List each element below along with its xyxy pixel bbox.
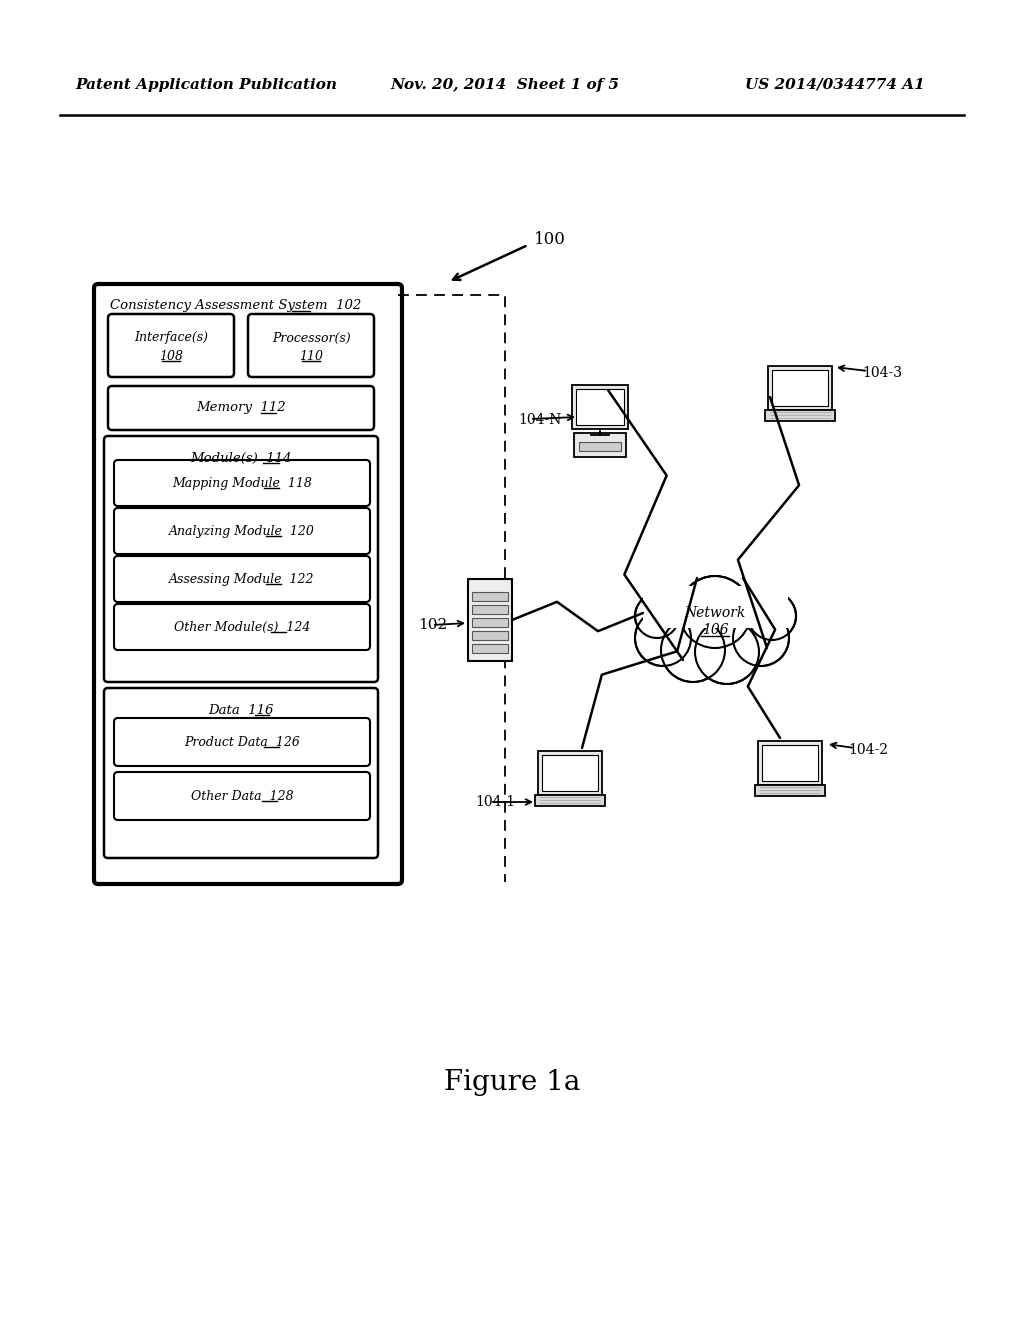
Text: 106: 106 (701, 623, 728, 638)
FancyBboxPatch shape (542, 755, 598, 791)
FancyBboxPatch shape (472, 631, 508, 640)
Text: 104-1: 104-1 (475, 795, 515, 809)
Circle shape (663, 619, 724, 681)
FancyBboxPatch shape (572, 385, 628, 429)
Text: Network: Network (684, 606, 745, 620)
Text: 104-2: 104-2 (848, 743, 888, 756)
FancyBboxPatch shape (108, 385, 374, 430)
FancyBboxPatch shape (248, 314, 374, 378)
FancyBboxPatch shape (94, 284, 402, 884)
Text: 100: 100 (534, 231, 566, 248)
FancyBboxPatch shape (535, 795, 605, 807)
FancyBboxPatch shape (114, 459, 370, 506)
FancyBboxPatch shape (114, 718, 370, 766)
FancyBboxPatch shape (538, 751, 602, 795)
Text: US 2014/0344774 A1: US 2014/0344774 A1 (745, 78, 925, 92)
Circle shape (695, 620, 759, 684)
Text: Product Data  126: Product Data 126 (184, 735, 300, 748)
FancyBboxPatch shape (114, 508, 370, 554)
Circle shape (662, 618, 725, 682)
FancyBboxPatch shape (114, 556, 370, 602)
FancyBboxPatch shape (472, 618, 508, 627)
Circle shape (733, 610, 790, 667)
Circle shape (696, 622, 758, 682)
Text: 104-3: 104-3 (862, 366, 902, 380)
Text: Nov. 20, 2014  Sheet 1 of 5: Nov. 20, 2014 Sheet 1 of 5 (390, 78, 618, 92)
FancyBboxPatch shape (472, 644, 508, 653)
Circle shape (750, 594, 795, 639)
Circle shape (679, 576, 751, 648)
Text: Other Module(s)  124: Other Module(s) 124 (174, 620, 310, 634)
FancyBboxPatch shape (472, 591, 508, 601)
Text: 102: 102 (418, 618, 447, 632)
Circle shape (635, 610, 691, 667)
FancyBboxPatch shape (772, 370, 828, 407)
FancyBboxPatch shape (758, 741, 822, 785)
FancyBboxPatch shape (755, 785, 825, 796)
Circle shape (637, 611, 689, 664)
Text: Module(s)  114: Module(s) 114 (190, 451, 292, 465)
Text: 108: 108 (159, 350, 183, 363)
FancyBboxPatch shape (104, 688, 378, 858)
FancyBboxPatch shape (643, 586, 788, 628)
FancyBboxPatch shape (108, 314, 234, 378)
Text: 110: 110 (299, 350, 323, 363)
Text: Data  116: Data 116 (208, 704, 273, 717)
Text: Consistency Assessment System  102: Consistency Assessment System 102 (111, 300, 361, 313)
Text: 104-N: 104-N (518, 413, 561, 426)
FancyBboxPatch shape (114, 605, 370, 649)
Text: Figure 1a: Figure 1a (443, 1068, 581, 1096)
FancyBboxPatch shape (574, 433, 626, 457)
Text: Other Data  128: Other Data 128 (190, 789, 293, 803)
FancyBboxPatch shape (104, 436, 378, 682)
Text: Analyzing Module  120: Analyzing Module 120 (169, 524, 315, 537)
Circle shape (681, 578, 750, 647)
Circle shape (635, 594, 679, 638)
FancyBboxPatch shape (765, 411, 835, 421)
Text: Interface(s): Interface(s) (134, 331, 208, 345)
FancyBboxPatch shape (468, 579, 512, 661)
FancyBboxPatch shape (472, 605, 508, 614)
Text: Mapping Module  118: Mapping Module 118 (172, 477, 312, 490)
FancyBboxPatch shape (643, 593, 788, 668)
Text: Processor(s): Processor(s) (271, 331, 350, 345)
Text: Memory  112: Memory 112 (197, 401, 286, 414)
FancyBboxPatch shape (768, 366, 831, 411)
FancyBboxPatch shape (575, 389, 624, 425)
Text: Patent Application Publication: Patent Application Publication (75, 78, 337, 92)
FancyBboxPatch shape (579, 442, 621, 451)
Text: Assessing Module  122: Assessing Module 122 (169, 573, 314, 586)
FancyBboxPatch shape (762, 744, 818, 781)
FancyBboxPatch shape (114, 772, 370, 820)
Circle shape (734, 611, 787, 664)
Circle shape (637, 595, 678, 636)
Circle shape (748, 591, 796, 640)
